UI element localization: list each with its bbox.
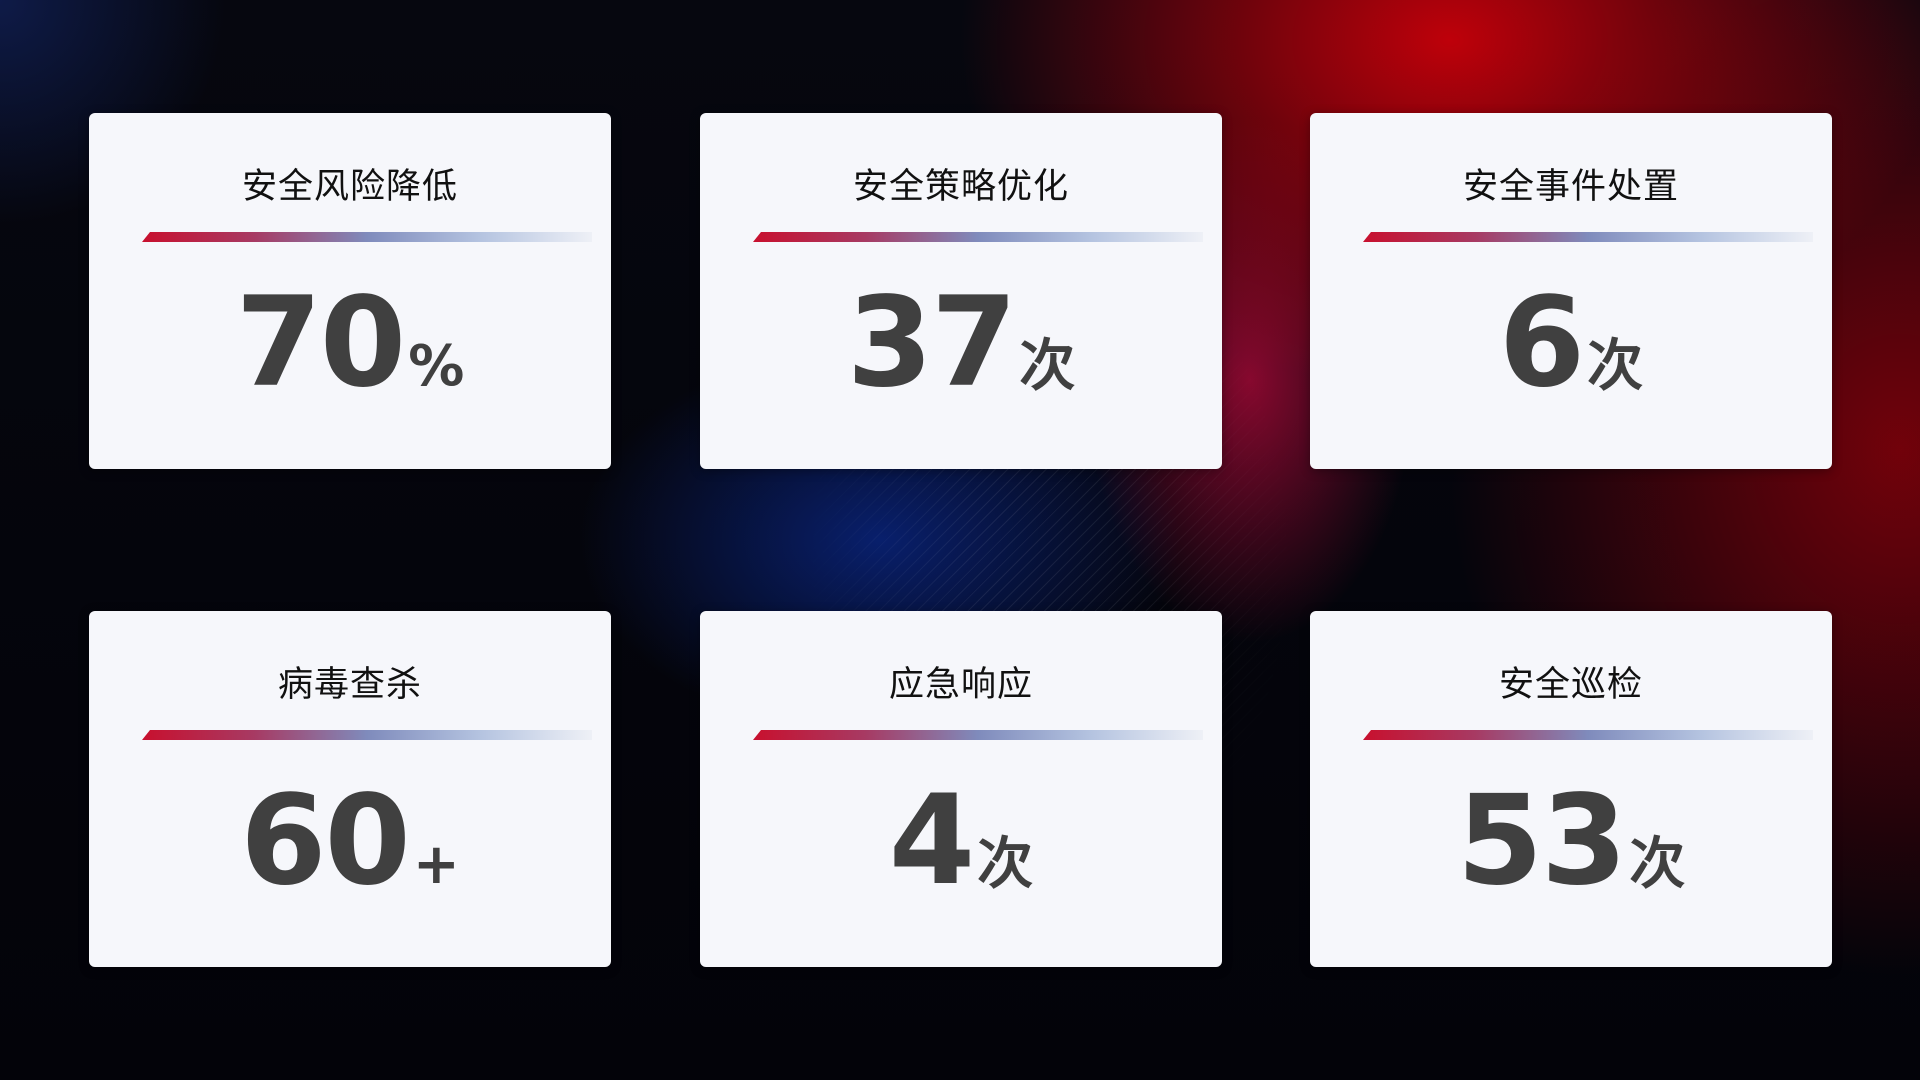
stat-card-virus-removal: 病毒查杀 60+: [89, 611, 611, 967]
value-unit: 次: [1629, 832, 1686, 897]
value-number: 60: [240, 769, 411, 913]
card-value: 6次: [1310, 271, 1832, 415]
value-number: 6: [1498, 271, 1585, 415]
card-value: 70%: [89, 271, 611, 415]
value-unit: %: [408, 334, 465, 399]
value-unit: 次: [1587, 334, 1644, 399]
stat-card-risk-reduction: 安全风险降低 70%: [89, 113, 611, 469]
card-title: 应急响应: [888, 665, 1033, 705]
gradient-divider: [753, 730, 1203, 740]
value-number: 4: [888, 769, 975, 913]
card-value: 37次: [700, 271, 1222, 415]
card-title: 病毒查杀: [277, 665, 422, 705]
value-number: 70: [235, 271, 407, 415]
card-title: 安全策略优化: [852, 167, 1069, 207]
gradient-divider: [1363, 730, 1813, 740]
card-title: 安全风险降低: [241, 167, 458, 207]
stat-card-policy-optimization: 安全策略优化 37次: [700, 113, 1222, 469]
stat-card-security-inspection: 安全巡检 53次: [1310, 611, 1832, 967]
stat-card-incident-handling: 安全事件处置 6次: [1310, 113, 1832, 469]
value-unit: 次: [977, 832, 1034, 897]
value-unit: +: [412, 832, 460, 897]
card-value: 53次: [1310, 769, 1832, 913]
card-value: 60+: [89, 769, 611, 913]
card-value: 4次: [700, 769, 1222, 913]
card-title: 安全事件处置: [1462, 167, 1679, 207]
card-title: 安全巡检: [1498, 665, 1643, 705]
value-unit: 次: [1019, 334, 1076, 399]
gradient-divider: [753, 232, 1203, 242]
stat-card-emergency-response: 应急响应 4次: [700, 611, 1222, 967]
value-number: 37: [846, 271, 1018, 415]
gradient-divider: [1363, 232, 1813, 242]
gradient-divider: [142, 232, 592, 242]
gradient-divider: [142, 730, 592, 740]
value-number: 53: [1456, 769, 1628, 913]
